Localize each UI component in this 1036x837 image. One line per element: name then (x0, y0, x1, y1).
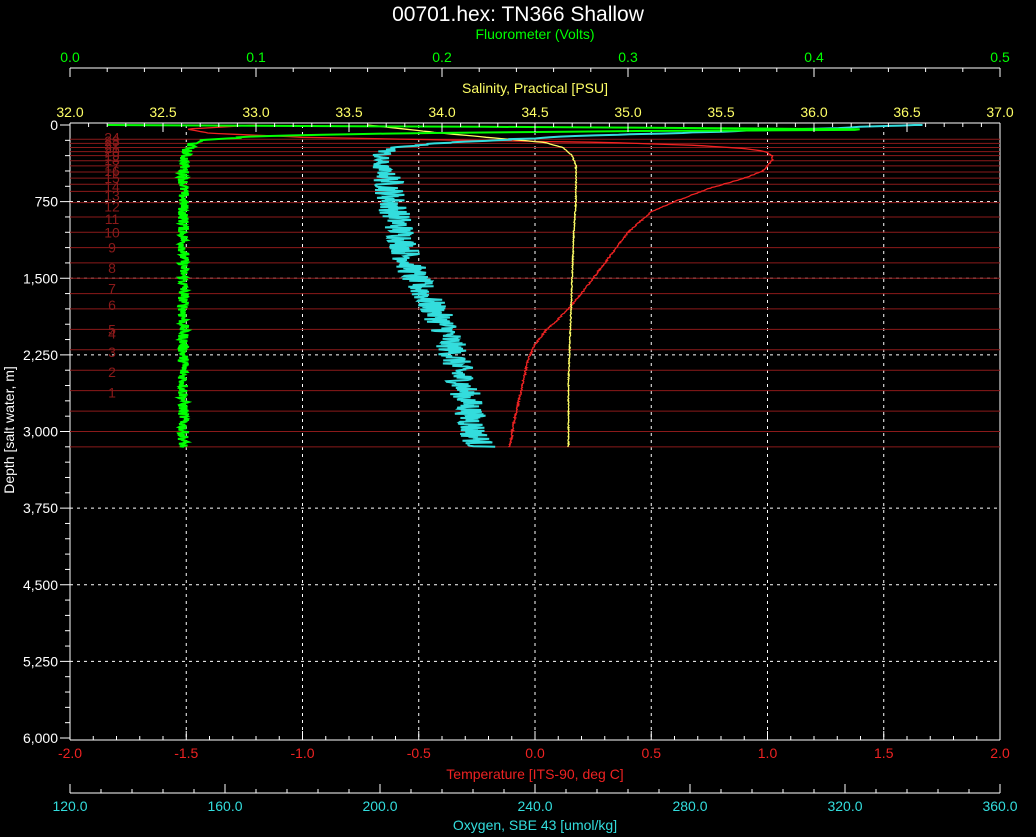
temperature-tick-label: 0.5 (642, 745, 662, 761)
temperature-tick-label: -1.5 (174, 745, 198, 761)
fluorometer-tick-label: 0.0 (60, 49, 80, 65)
bottle-label: 4 (108, 325, 116, 341)
temperature-tick-label: 1.0 (758, 745, 778, 761)
salinity-tick-label: 37.0 (986, 104, 1013, 120)
oxygen-tick-label: 240.0 (517, 798, 552, 814)
bottle-label: 18 (104, 152, 120, 168)
fluorometer-tick-label: 0.5 (990, 49, 1010, 65)
salinity-tick-label: 32.5 (149, 104, 176, 120)
series-line-temperature (187, 124, 775, 448)
fluorometer-axis-label: Fluorometer (Volts) (475, 26, 594, 42)
oxygen-tick-label: 280.0 (672, 798, 707, 814)
y-axis-label: Depth [salt water, m] (1, 366, 17, 494)
salinity-tick-label: 33.0 (242, 104, 269, 120)
y-tick-label: 1,500 (23, 270, 58, 286)
y-tick-label: 6,000 (23, 730, 58, 746)
salinity-tick-label: 35.0 (614, 104, 641, 120)
bottle-label: 16 (104, 163, 120, 179)
bottle-label: 7 (108, 280, 116, 296)
bottle-label: 20 (104, 144, 120, 160)
fluorometer-tick-label: 0.1 (246, 49, 266, 65)
bottle-label: 23 (104, 133, 120, 149)
oxygen-tick-label: 320.0 (827, 798, 862, 814)
series-line-oxygen (372, 124, 923, 448)
bottle-label: 19 (104, 148, 120, 164)
salinity-tick-label: 34.0 (428, 104, 455, 120)
y-tick-label: 4,500 (23, 577, 58, 593)
data-series (107, 124, 923, 448)
temperature-tick-label: 0.0 (525, 745, 545, 761)
bottle-label: 15 (104, 170, 120, 186)
bottle-label: 6 (108, 297, 116, 313)
y-tick-label: 3,750 (23, 500, 58, 516)
oxygen-tick-label: 360.0 (982, 798, 1017, 814)
series-line-salinity (367, 124, 578, 448)
temperature-tick-label: -0.5 (407, 745, 431, 761)
salinity-tick-label: 36.5 (893, 104, 920, 120)
y-tick-label: 3,000 (23, 424, 58, 440)
temperature-tick-label: -2.0 (58, 745, 82, 761)
bottle-label: 14 (104, 178, 120, 194)
bottle-label: 1 (108, 385, 116, 401)
oxygen-axis-label: Oxygen, SBE 43 [umol/kg] (453, 817, 617, 833)
bottle-label: 9 (108, 240, 116, 256)
bottle-label: 10 (104, 224, 120, 240)
bottle-label: 13 (104, 187, 120, 203)
fluorometer-tick-label: 0.3 (618, 49, 638, 65)
oxygen-tick-label: 200.0 (362, 798, 397, 814)
fluorometer-tick-label: 0.4 (804, 49, 824, 65)
axes: 0 750 1,500 2,250 3,000 3,750 4,500 5,250 6,000 D… (1, 26, 1018, 833)
y-tick-label: 750 (35, 194, 59, 210)
salinity-tick-label: 34.5 (521, 104, 548, 120)
temperature-tick-label: 1.5 (874, 745, 894, 761)
bottle-label: 2 (108, 364, 116, 380)
bottle-label: 11 (105, 211, 120, 227)
salinity-tick-label: 32.0 (56, 104, 83, 120)
salinity-tick-label: 33.5 (335, 104, 362, 120)
oxygen-tick-label: 160.0 (207, 798, 242, 814)
bottle-label: 3 (108, 344, 116, 360)
y-tick-label: 5,250 (23, 653, 58, 669)
bottle-label: 21 (104, 140, 120, 156)
temperature-tick-label: -1.0 (290, 745, 314, 761)
salinity-tick-label: 35.5 (707, 104, 734, 120)
fluorometer-tick-label: 0.2 (432, 49, 452, 65)
salinity-tick-label: 36.0 (800, 104, 827, 120)
oxygen-tick-label: 120.0 (52, 798, 87, 814)
bottle-label: 12 (104, 199, 120, 215)
bottle-label: 17 (104, 157, 120, 173)
chart-title: 00701.hex: TN366 Shallow (392, 3, 645, 26)
temperature-tick-label: 2.0 (990, 745, 1010, 761)
y-tick-label: 0 (50, 117, 58, 133)
bottle-label: 8 (108, 260, 116, 276)
bottle-label: 24 (104, 129, 120, 145)
bottle-label: 5 (108, 321, 116, 337)
series-line-fluorometer (107, 124, 860, 448)
salinity-axis-label: Salinity, Practical [PSU] (462, 80, 608, 96)
y-tick-label: 2,250 (23, 347, 58, 363)
temperature-axis-label: Temperature [ITS-90, deg C] (446, 766, 623, 782)
bottle-label: 22 (104, 136, 120, 152)
